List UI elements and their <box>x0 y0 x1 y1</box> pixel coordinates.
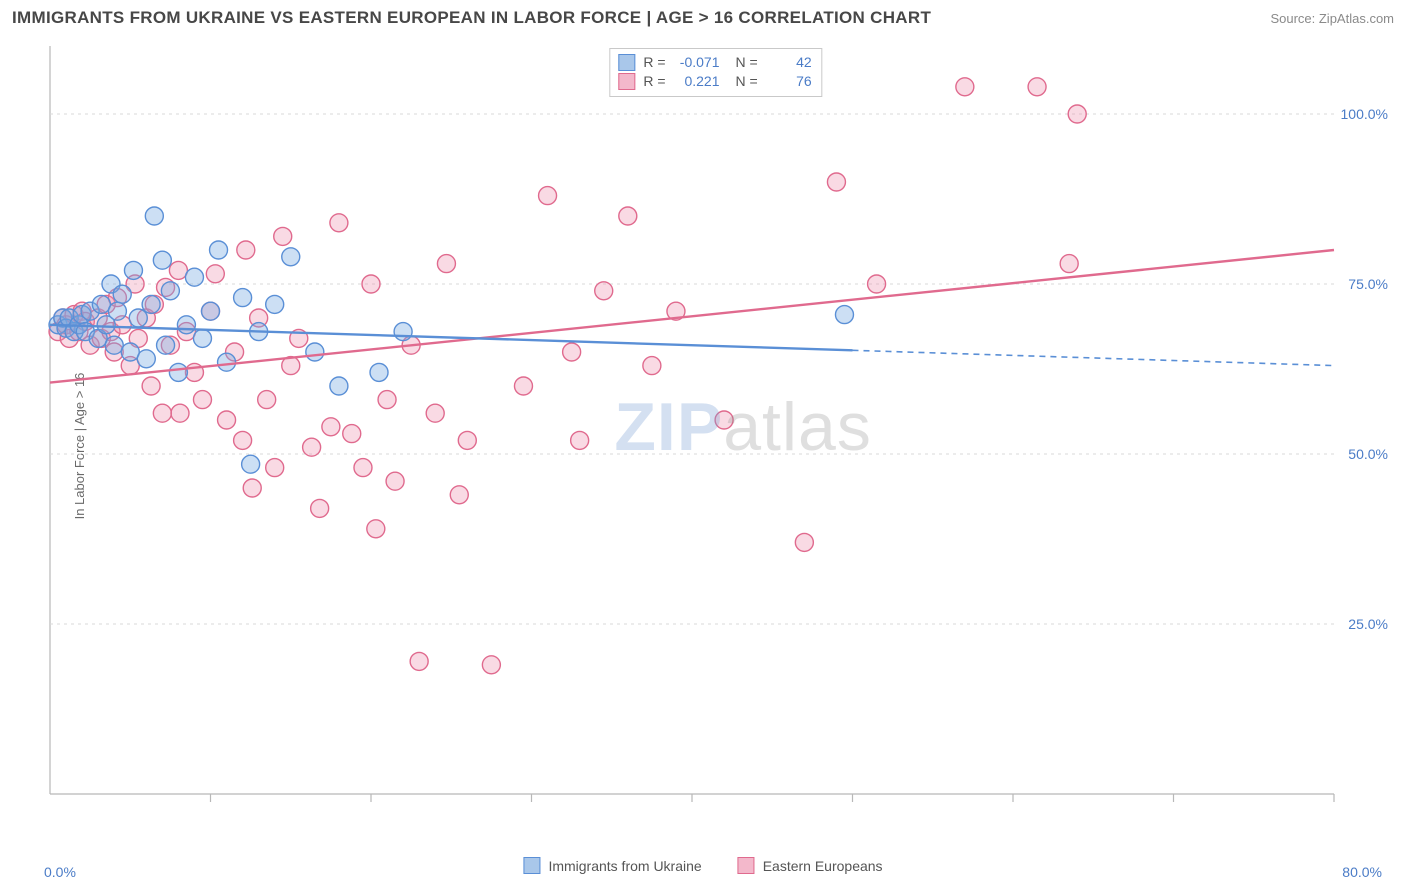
source-label: Source: ZipAtlas.com <box>1270 11 1394 26</box>
axis-xmax-label: 80.0% <box>1342 864 1382 880</box>
legend-n-label: N = <box>736 53 758 72</box>
legend-r-eastern: 0.221 <box>674 72 720 91</box>
legend-n-eastern: 76 <box>766 72 812 91</box>
legend-r-label: R = <box>643 72 665 91</box>
swatch-ukraine <box>618 54 635 71</box>
chart-plot-area: R = -0.071 N = 42 R = 0.221 N = 76 ZIPat… <box>38 42 1394 812</box>
chart-svg <box>38 42 1394 812</box>
bottom-legend-eastern: Eastern Europeans <box>738 857 883 874</box>
correlation-legend: R = -0.071 N = 42 R = 0.221 N = 76 <box>609 48 822 97</box>
axis-origin-label: 0.0% <box>44 864 76 880</box>
swatch-ukraine <box>523 857 540 874</box>
swatch-eastern <box>738 857 755 874</box>
swatch-eastern <box>618 73 635 90</box>
y-tick-label: 50.0% <box>1348 446 1388 462</box>
y-tick-label: 75.0% <box>1348 276 1388 292</box>
bottom-legend-ukraine: Immigrants from Ukraine <box>523 857 701 874</box>
legend-row-eastern: R = 0.221 N = 76 <box>618 72 811 91</box>
bottom-legend: Immigrants from Ukraine Eastern European… <box>523 857 882 874</box>
legend-r-ukraine: -0.071 <box>674 53 720 72</box>
chart-title: IMMIGRANTS FROM UKRAINE VS EASTERN EUROP… <box>12 8 931 28</box>
y-tick-label: 100.0% <box>1341 106 1388 122</box>
legend-n-label: N = <box>736 72 758 91</box>
y-tick-label: 25.0% <box>1348 616 1388 632</box>
bottom-legend-label-eastern: Eastern Europeans <box>763 858 883 874</box>
legend-r-label: R = <box>643 53 665 72</box>
legend-n-ukraine: 42 <box>766 53 812 72</box>
bottom-legend-label-ukraine: Immigrants from Ukraine <box>548 858 701 874</box>
legend-row-ukraine: R = -0.071 N = 42 <box>618 53 811 72</box>
